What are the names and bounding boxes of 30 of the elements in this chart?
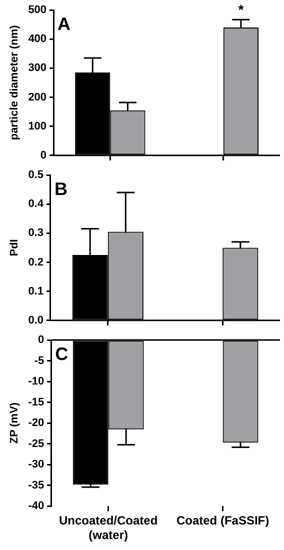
y-tick-label: 0 bbox=[38, 334, 44, 346]
y-tick-label: -5 bbox=[34, 354, 44, 367]
y-axis-title: PdI bbox=[8, 239, 21, 256]
annotation: * bbox=[238, 1, 244, 18]
y-tick-label: -35 bbox=[28, 479, 44, 492]
y-tick-label: 200 bbox=[28, 91, 47, 104]
y-tick-label: 0 bbox=[40, 149, 47, 162]
y-tick-label: -15 bbox=[28, 396, 44, 408]
y-tick-label: 100 bbox=[28, 120, 47, 132]
y-tick-label: 0.3 bbox=[28, 227, 44, 240]
y-tick-label: -20 bbox=[28, 417, 44, 430]
y-tick-label: 0.1 bbox=[28, 285, 44, 298]
y-axis-title: particle diameter (nm) bbox=[8, 24, 21, 140]
y-tick-label: 500 bbox=[28, 4, 47, 16]
annotation: A bbox=[58, 14, 71, 34]
x-tick-label: Uncoated/Coated (water) bbox=[58, 514, 158, 542]
y-tick-label: -10 bbox=[28, 376, 44, 388]
annotation: B bbox=[54, 178, 68, 199]
y-tick-label: -30 bbox=[28, 458, 44, 471]
y-tick-label: 0.5 bbox=[28, 169, 44, 182]
y-tick-label: 0.2 bbox=[28, 256, 44, 268]
y-tick-label: 400 bbox=[28, 33, 47, 46]
y-tick-label: 300 bbox=[28, 62, 47, 74]
x-tick-label: Coated (FaSSIF) bbox=[176, 514, 270, 528]
y-tick-label: 0.0 bbox=[28, 314, 44, 326]
annotation: C bbox=[55, 344, 68, 364]
y-tick-label: 0.4 bbox=[28, 198, 44, 210]
y-axis-title: ZP (mV) bbox=[8, 402, 21, 444]
y-tick-label: -40 bbox=[28, 500, 44, 512]
y-tick-label: -25 bbox=[28, 438, 44, 450]
